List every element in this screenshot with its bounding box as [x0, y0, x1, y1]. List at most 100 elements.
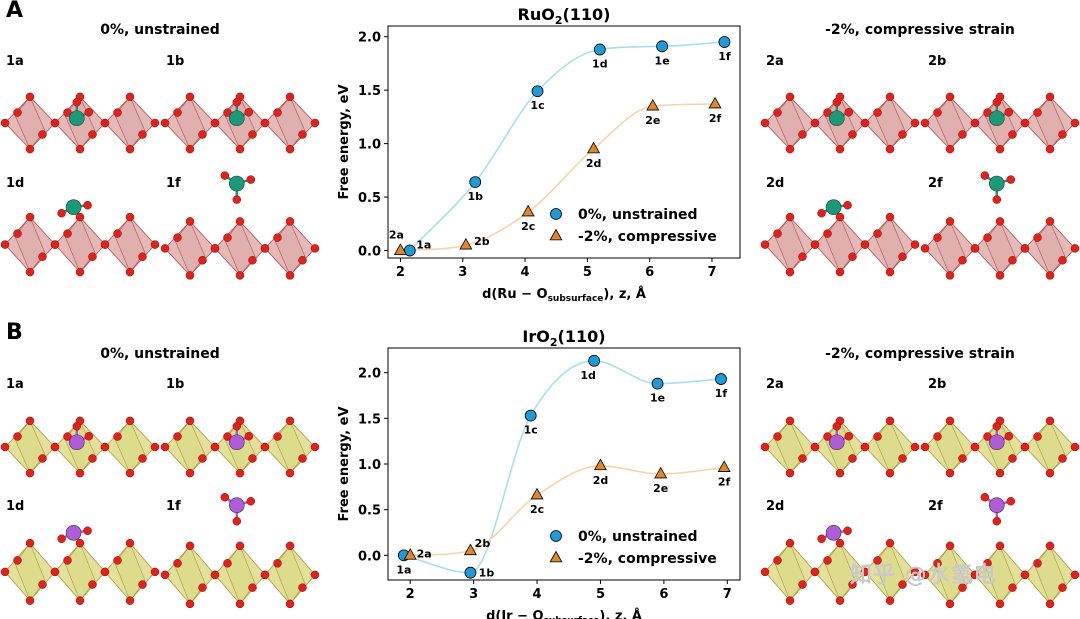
oxygen-atom [185, 92, 195, 102]
oxygen-atom [945, 416, 955, 426]
panel-a-structure-2a [760, 92, 920, 154]
oxygen-atom [260, 118, 270, 128]
oxygen-atom [885, 468, 895, 478]
panel-b-structure-1d [0, 524, 160, 605]
data-point-2c [530, 487, 544, 500]
oxygen-atom [285, 599, 295, 609]
oxygen-atom [138, 580, 147, 589]
oxygen-atom [100, 240, 110, 249]
oxygen-atom [898, 130, 907, 139]
x-tick-label: 3 [469, 587, 478, 602]
data-label-2d: 2d [586, 157, 602, 170]
chart-title: RuO2(110) [518, 5, 611, 27]
oxygen-atom [100, 442, 110, 452]
oxygen-atom [983, 559, 992, 568]
panel-b-subfig-1d-label: 1d [6, 499, 25, 514]
oxygen-atom [823, 229, 832, 238]
oxygen-atom [50, 118, 60, 128]
data-label-1f: 1f [718, 50, 731, 63]
panel-a-structure-2d [760, 199, 920, 277]
oxygen-atom [113, 108, 122, 117]
data-point-2f [708, 96, 722, 109]
oxygen-atom [958, 583, 967, 592]
oxygen-atom [185, 541, 195, 551]
panel-a-subfig-1f-label: 1f [166, 176, 181, 191]
oxygen-atom [38, 130, 47, 139]
data-point-1c [524, 409, 537, 422]
oxygen-atom [75, 212, 85, 222]
oxygen-atom [50, 240, 60, 249]
oxygen-atom [125, 92, 135, 102]
oxygen-atom [248, 256, 257, 265]
y-axis-label: Free energy, eV [337, 406, 352, 521]
oxygen-atom [83, 526, 92, 536]
oxygen-atom [310, 118, 320, 128]
oxygen-atom [298, 583, 307, 592]
oxygen-atom [38, 252, 47, 261]
oxygen-atom [260, 570, 270, 580]
oxygen-atom [848, 580, 857, 589]
oxygen-atom [1045, 144, 1055, 154]
oxygen-atom [773, 229, 782, 238]
oxygen-atom [843, 526, 852, 536]
oxygen-atom [25, 212, 35, 222]
oxygen-atom [138, 252, 147, 261]
oxygen-atom [920, 244, 930, 253]
oxygen-atom [1008, 256, 1017, 265]
oxygen-atom [173, 559, 182, 568]
oxygen-atom [13, 108, 22, 117]
oxygen-atom [160, 244, 170, 253]
data-point-2d [593, 458, 608, 471]
oxygen-atom [970, 570, 980, 580]
oxygen-atom [220, 171, 230, 180]
octahedron-face [934, 96, 966, 150]
oxygen-atom [860, 118, 870, 128]
y-tick-label: 1.5 [358, 84, 381, 99]
oxygen-atom [785, 212, 795, 222]
y-tick-label: 0.0 [358, 549, 381, 564]
panel-b-subfig-1f-label: 1f [166, 499, 181, 514]
oxygen-atom [810, 240, 820, 249]
oxygen-atom [246, 175, 256, 184]
oxygen-atom [910, 567, 920, 577]
y-axis-label: Free energy, eV [337, 84, 352, 199]
oxygen-atom [980, 492, 990, 502]
panel-b-structure-1f [160, 492, 320, 609]
legend-marker-unstrained [550, 208, 562, 220]
data-label-1e: 1e [655, 54, 670, 67]
octahedron-face [984, 220, 1016, 276]
metal-atom [229, 110, 245, 127]
panel-b-subfig-2f-label: 2f [928, 499, 943, 514]
y-tick-label: 1.5 [358, 412, 381, 427]
oxygen-atom [57, 534, 66, 544]
oxygen-atom [873, 556, 882, 565]
oxygen-atom [835, 468, 845, 478]
oxygen-atom [285, 144, 295, 154]
panel-letter-a: A [6, 0, 24, 23]
oxygen-atom [1033, 432, 1042, 441]
y-tick-label: 0.5 [358, 191, 381, 206]
oxygen-atom [50, 567, 60, 577]
oxygen-atom [1045, 541, 1055, 551]
oxygen-atom [72, 98, 82, 107]
oxygen-atom [760, 240, 770, 249]
oxygen-atom [1070, 442, 1080, 452]
oxygen-atom [185, 468, 195, 478]
oxygen-atom [885, 267, 895, 277]
chart-title: IrO2(110) [522, 327, 605, 349]
oxygen-atom [88, 454, 97, 463]
oxygen-atom [1070, 570, 1080, 580]
oxygen-atom [860, 567, 870, 577]
x-tick-label: 5 [583, 265, 592, 280]
oxygen-atom [220, 492, 230, 502]
octahedron-face [114, 542, 146, 602]
y-tick-label: 2.0 [358, 31, 381, 46]
oxygen-atom [285, 92, 295, 102]
legend-label-compressive: -2%, compressive [578, 551, 717, 567]
oxygen-atom [848, 130, 857, 139]
metal-atom [989, 175, 1005, 192]
oxygen-atom [898, 252, 907, 261]
oxygen-atom [13, 229, 22, 238]
oxygen-atom [835, 596, 845, 605]
oxygen-atom [1033, 233, 1042, 242]
